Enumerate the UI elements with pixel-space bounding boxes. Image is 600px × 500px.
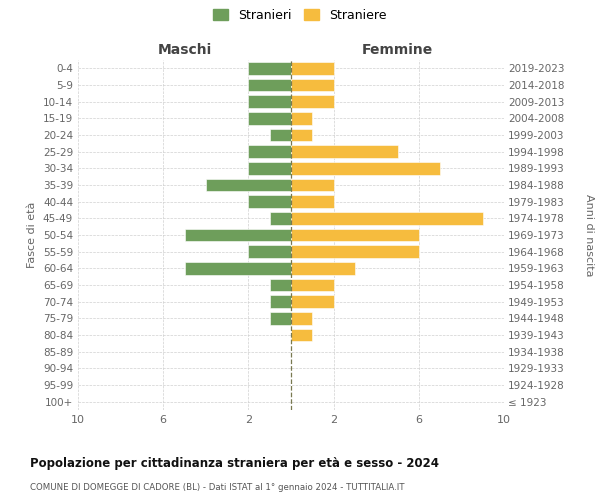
Bar bbox=[248, 62, 291, 74]
Bar bbox=[185, 262, 291, 274]
Bar bbox=[291, 229, 419, 241]
Bar bbox=[291, 112, 313, 124]
Bar bbox=[248, 146, 291, 158]
Y-axis label: Anni di nascita: Anni di nascita bbox=[584, 194, 595, 276]
Legend: Stranieri, Straniere: Stranieri, Straniere bbox=[211, 6, 389, 24]
Bar bbox=[291, 96, 334, 108]
Bar bbox=[270, 128, 291, 141]
Text: COMUNE DI DOMEGGE DI CADORE (BL) - Dati ISTAT al 1° gennaio 2024 - TUTTITALIA.IT: COMUNE DI DOMEGGE DI CADORE (BL) - Dati … bbox=[30, 482, 404, 492]
Text: Popolazione per cittadinanza straniera per età e sesso - 2024: Popolazione per cittadinanza straniera p… bbox=[30, 458, 439, 470]
Bar bbox=[248, 78, 291, 91]
Bar bbox=[248, 196, 291, 208]
Text: Femmine: Femmine bbox=[362, 42, 433, 56]
Bar bbox=[248, 162, 291, 174]
Bar bbox=[291, 162, 440, 174]
Bar bbox=[185, 229, 291, 241]
Bar bbox=[206, 179, 291, 191]
Bar bbox=[270, 279, 291, 291]
Bar bbox=[248, 112, 291, 124]
Bar bbox=[291, 246, 419, 258]
Bar bbox=[270, 296, 291, 308]
Bar bbox=[291, 128, 313, 141]
Bar bbox=[291, 329, 313, 341]
Y-axis label: Fasce di età: Fasce di età bbox=[28, 202, 37, 268]
Bar bbox=[248, 96, 291, 108]
Bar bbox=[291, 78, 334, 91]
Bar bbox=[291, 279, 334, 291]
Bar bbox=[270, 312, 291, 324]
Bar bbox=[270, 212, 291, 224]
Bar bbox=[291, 212, 483, 224]
Bar bbox=[291, 146, 398, 158]
Bar bbox=[291, 196, 334, 208]
Bar bbox=[291, 262, 355, 274]
Bar bbox=[291, 179, 334, 191]
Bar bbox=[291, 312, 313, 324]
Bar bbox=[291, 62, 334, 74]
Bar bbox=[291, 296, 334, 308]
Bar bbox=[248, 246, 291, 258]
Text: Maschi: Maschi bbox=[157, 42, 212, 56]
